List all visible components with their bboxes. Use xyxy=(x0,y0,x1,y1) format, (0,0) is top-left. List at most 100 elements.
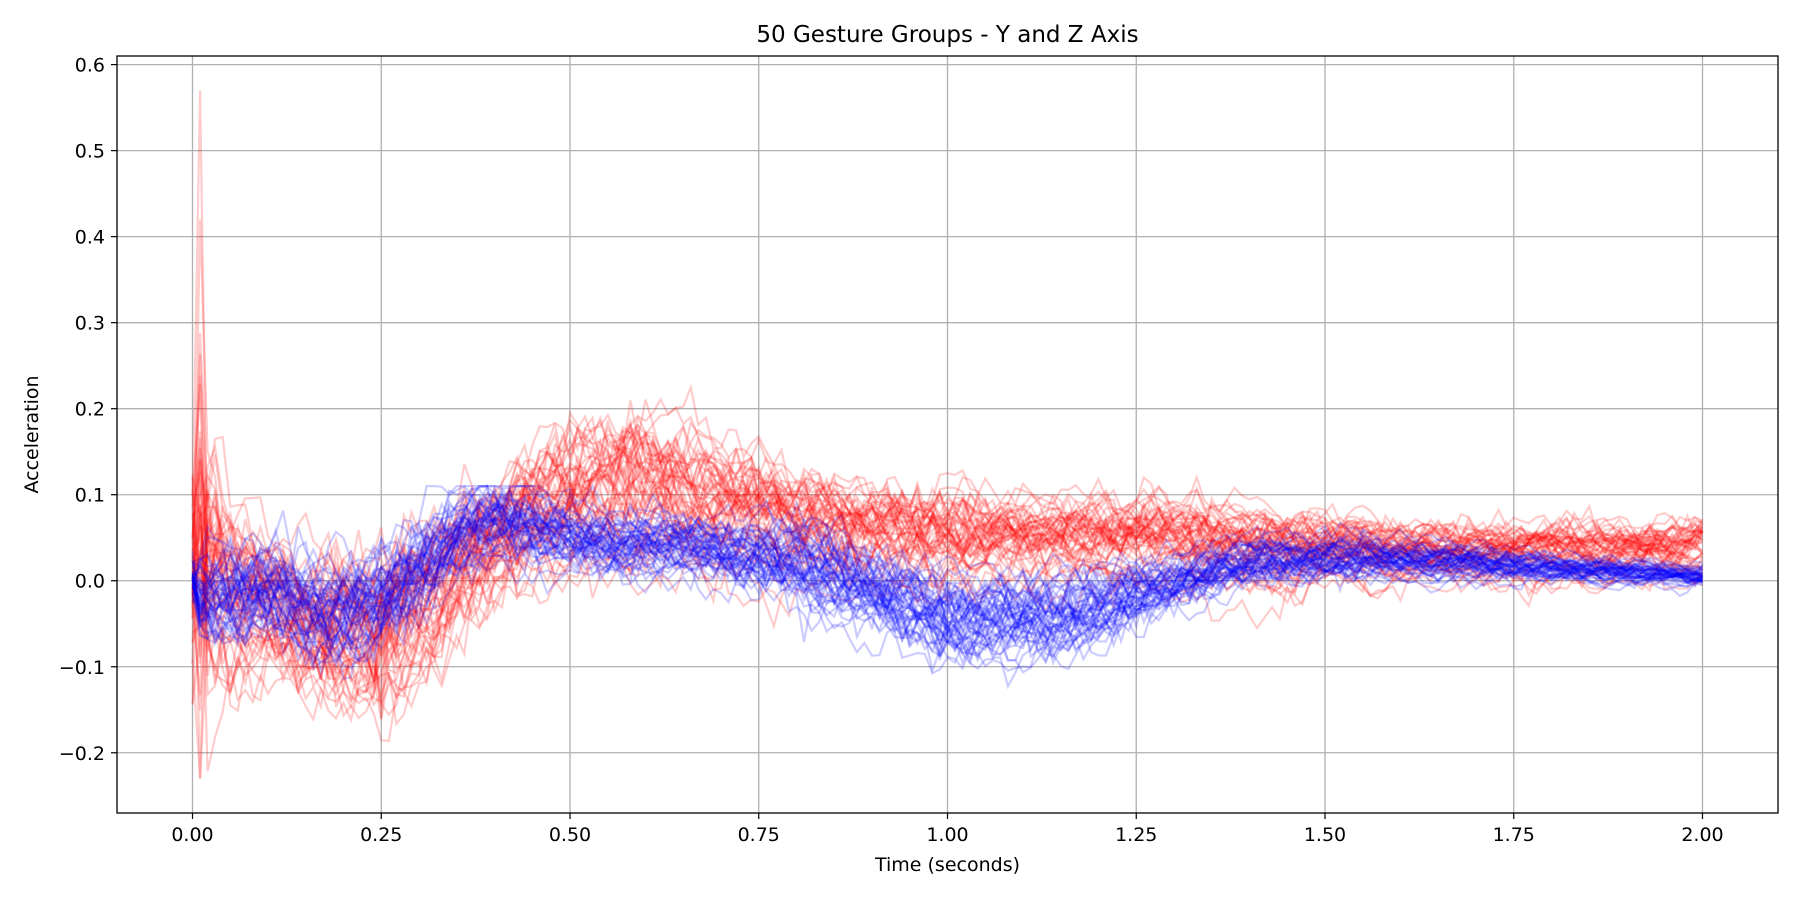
y-tick-label: −0.2 xyxy=(59,743,105,765)
blue-series-line xyxy=(191,493,1703,648)
blue-series-line xyxy=(191,488,1703,645)
red-series-line xyxy=(191,459,1704,703)
red-series-line xyxy=(191,453,1704,720)
red-series-line xyxy=(191,354,1703,682)
x-tick-label: 0.25 xyxy=(360,824,402,846)
red-series-line xyxy=(191,491,1704,705)
red-series-line xyxy=(191,429,1704,626)
x-tick-label: 1.75 xyxy=(1493,824,1535,846)
red-series-line xyxy=(191,399,1704,658)
red-series-line xyxy=(191,423,1704,685)
blue-series-line xyxy=(191,489,1703,631)
y-tick-label: 0.0 xyxy=(75,571,105,593)
blue-series-line xyxy=(191,495,1703,675)
red-series-line xyxy=(192,461,1704,720)
red-series-line xyxy=(191,90,1704,685)
red-series-line xyxy=(191,463,1703,701)
red-series-line xyxy=(191,384,1704,644)
blue-series-line xyxy=(191,483,1704,664)
red-series-line xyxy=(191,447,1704,652)
blue-series-line xyxy=(191,500,1704,644)
red-series-line xyxy=(191,490,1703,668)
red-series-line xyxy=(191,481,1703,694)
blue-series-line xyxy=(191,500,1704,608)
blue-series-line xyxy=(191,483,1703,608)
blue-series-line xyxy=(191,517,1703,653)
red-series-line xyxy=(191,455,1704,644)
blue-series-line xyxy=(191,511,1704,644)
blue-series-line xyxy=(191,528,1703,634)
blue-series-line xyxy=(192,515,1704,652)
blue-series-line xyxy=(191,492,1703,667)
blue-series-line xyxy=(191,500,1703,633)
blue-series-line xyxy=(191,521,1703,650)
y-tick-label: 0.2 xyxy=(75,399,105,421)
y-tick-label: 0.1 xyxy=(75,485,105,507)
red-series-line xyxy=(191,410,1704,708)
red-series-line xyxy=(191,452,1704,681)
blue-series-line xyxy=(191,539,1703,657)
blue-series-line xyxy=(191,550,1704,663)
red-series-line xyxy=(191,413,1704,599)
red-series-line xyxy=(191,493,1704,727)
blue-series-line xyxy=(191,518,1703,663)
blue-series-line xyxy=(191,505,1704,665)
red-series-line xyxy=(191,517,1703,779)
x-tick-label: 0.50 xyxy=(549,824,591,846)
blue-series-line xyxy=(191,518,1703,654)
blue-series-line xyxy=(191,520,1703,668)
blue-series-line xyxy=(191,507,1703,650)
blue-series-line xyxy=(191,485,1703,681)
blue-series-line xyxy=(191,486,1703,658)
red-series-line xyxy=(191,521,1704,707)
blue-series-line xyxy=(191,489,1703,678)
blue-series-line xyxy=(191,539,1703,657)
red-series-line xyxy=(191,422,1703,688)
blue-series-line xyxy=(191,501,1704,648)
x-axis-label: Time (seconds) xyxy=(874,854,1020,876)
red-series-line xyxy=(191,443,1704,654)
red-series-line xyxy=(191,504,1703,772)
blue-series-line xyxy=(191,493,1703,638)
blue-series-line xyxy=(192,484,1704,634)
red-series-line xyxy=(191,457,1704,779)
y-tick-label: 0.6 xyxy=(75,55,105,77)
blue-series-line xyxy=(191,538,1703,671)
x-tick-label: 0.00 xyxy=(171,824,213,846)
red-series-line xyxy=(191,486,1704,709)
red-series-line xyxy=(191,420,1704,688)
red-series-line xyxy=(191,438,1704,674)
blue-series-line xyxy=(191,517,1704,671)
blue-series-line xyxy=(191,486,1703,612)
blue-series-line xyxy=(191,515,1703,634)
red-series-line xyxy=(191,446,1704,704)
red-series-line xyxy=(191,446,1704,695)
red-series-line xyxy=(191,383,1704,644)
x-tick-label: 1.50 xyxy=(1304,824,1346,846)
y-tick-label: 0.5 xyxy=(75,141,105,163)
blue-series-line xyxy=(191,502,1704,675)
red-series-line xyxy=(191,467,1703,641)
y-ticks: −0.2 −0.1 0.0 0.1 0.2 0.3 0.4 0.5 0.6 xyxy=(59,55,117,765)
blue-series-line xyxy=(191,502,1703,671)
red-series-line xyxy=(191,457,1704,658)
red-series-line xyxy=(191,375,1704,743)
blue-series-line xyxy=(191,502,1703,690)
y-tick-label: −0.1 xyxy=(59,657,105,679)
blue-series-line xyxy=(191,484,1703,632)
red-series-line xyxy=(191,461,1704,703)
red-series-line xyxy=(191,414,1704,659)
chart-title: 50 Gesture Groups - Y and Z Axis xyxy=(756,22,1138,48)
red-series-line xyxy=(191,464,1703,655)
x-tick-label: 1.00 xyxy=(926,824,968,846)
red-series-line xyxy=(191,219,1703,642)
blue-series-line xyxy=(191,491,1703,632)
red-series-line xyxy=(191,465,1704,633)
y-tick-label: 0.4 xyxy=(75,227,105,249)
blue-series-line xyxy=(191,516,1703,640)
red-series-line xyxy=(191,484,1703,664)
red-series-line xyxy=(191,423,1704,633)
blue-series-line xyxy=(191,513,1703,659)
lines-layer xyxy=(191,90,1704,779)
